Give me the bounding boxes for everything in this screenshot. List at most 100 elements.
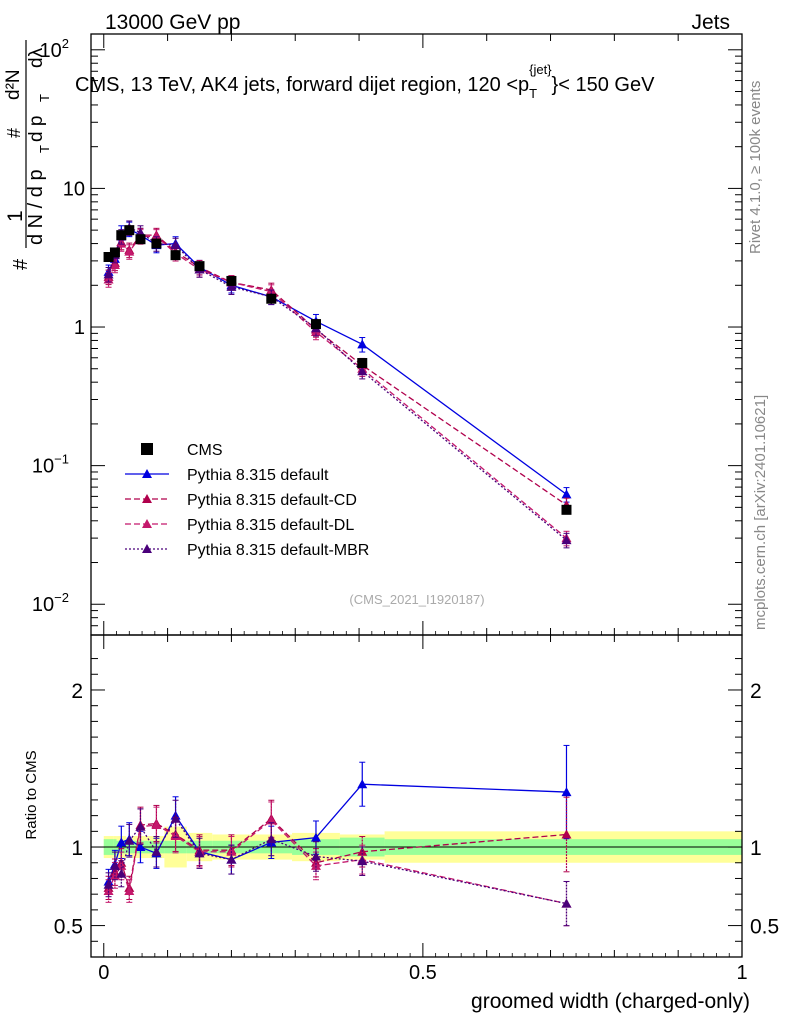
legend-label: Pythia 8.315 default <box>187 467 329 484</box>
ratio-y-tick-label: 1 <box>71 837 83 860</box>
ratio-plot-frame <box>90 634 743 958</box>
cms-data-point <box>226 275 237 286</box>
series-marker <box>103 879 114 889</box>
legend-entry-4: Pythia 8.315 default-MBR <box>125 542 369 559</box>
series-marker <box>103 886 114 896</box>
axes-layer: 0 0.5 1 102 10 1 10−1 10−2 0.5 0.5 1 1 2 2 <box>32 33 779 984</box>
series-main-layer <box>103 220 572 549</box>
series-marker <box>357 339 368 349</box>
cms-data-point <box>151 238 162 249</box>
series-line <box>107 234 567 506</box>
cms-data-point <box>124 225 135 236</box>
chart-title-sup: {jet} <box>529 62 552 77</box>
cms-data-point <box>561 504 572 515</box>
series-marker <box>103 274 114 284</box>
cms-data-point <box>266 293 277 304</box>
chart-title: CMS, 13 TeV, AK4 jets, forward dijet reg… <box>75 62 655 101</box>
mcplots-label: mcplots.cern.ch [arXiv:2401.10621] <box>752 395 769 630</box>
y-tick-label: 102 <box>40 36 69 62</box>
series-marker <box>135 842 146 852</box>
cms-data-points <box>103 225 572 515</box>
series-marker <box>142 519 152 528</box>
chart-title-sub: T <box>529 86 537 101</box>
chart-title-tail: }< 150 GeV <box>552 74 656 96</box>
y-tick-label: 10−1 <box>32 452 69 478</box>
header-right: Jets <box>691 11 730 34</box>
legend-entry-1: Pythia 8.315 default <box>125 467 329 484</box>
ylabel-d2n: d²N <box>3 69 24 100</box>
legend-label: Pythia 8.315 default-MBR <box>187 542 369 559</box>
series-marker <box>109 260 120 270</box>
series-marker <box>151 846 162 856</box>
cms-data-point <box>357 358 368 369</box>
legend-entry-2: Pythia 8.315 default-CD <box>125 492 357 509</box>
legend-cms-marker <box>141 443 153 455</box>
ratio-y-tick-label-right: 1 <box>750 837 762 860</box>
series-marker <box>142 469 152 478</box>
series-marker <box>124 246 135 256</box>
ylabel-hash-2: # <box>4 128 24 138</box>
ratio-y-tick-label: 0.5 <box>54 916 83 939</box>
series-marker <box>103 269 114 279</box>
series-marker <box>561 535 572 545</box>
ylabel-dl: dλ <box>26 47 47 68</box>
ratio-y-tick-label-right: 0.5 <box>750 916 779 939</box>
legend-entry-0: CMS <box>141 442 223 459</box>
series-marker <box>170 240 181 250</box>
ylabel-t-1: T <box>37 145 52 153</box>
series-marker <box>266 815 277 825</box>
series-marker <box>124 835 135 845</box>
series-marker <box>310 860 321 870</box>
ratio-y-label: Ratio to CMS <box>23 750 40 839</box>
series-line <box>107 228 567 495</box>
ylabel-one: 1 <box>4 210 27 222</box>
legend-label: Pythia 8.315 default-CD <box>187 492 357 509</box>
series-marker <box>151 820 162 830</box>
series-marker <box>266 834 277 844</box>
series-1-main <box>103 227 572 514</box>
series-marker <box>561 898 572 908</box>
series-marker <box>170 813 181 823</box>
y-axis-label: # 1 d N / d p T # d²N d p T dλ <box>3 40 52 270</box>
legend: CMS Pythia 8.315 default Pythia 8.315 defa… <box>125 442 369 559</box>
series-marker <box>561 787 572 797</box>
series-ratio-layer <box>103 744 572 927</box>
series-marker <box>116 837 127 847</box>
x-tick-label: 0.5 <box>409 962 437 984</box>
series-marker <box>357 856 368 866</box>
series-marker <box>226 281 237 291</box>
legend-label: CMS <box>187 442 223 459</box>
cms-data-point <box>194 261 205 272</box>
series-marker <box>357 779 368 789</box>
series-marker <box>135 821 146 831</box>
series-marker <box>310 851 321 861</box>
ylabel-t-2: T <box>37 94 52 102</box>
ylabel-dpt: d p <box>26 116 47 142</box>
series-marker <box>142 494 152 503</box>
series-marker <box>561 829 572 839</box>
ratio-y-tick-label-right: 2 <box>750 680 762 703</box>
header-left: 13000 GeV pp <box>105 11 240 34</box>
x-tick-label: 1 <box>736 962 747 984</box>
ylabel-dn: d N / d p <box>25 169 47 245</box>
series-marker <box>151 231 162 241</box>
series-marker <box>357 366 368 376</box>
series-marker <box>109 860 120 870</box>
series-marker <box>310 832 321 842</box>
x-tick-label: 0 <box>98 962 109 984</box>
series-marker <box>194 848 205 858</box>
legend-label: Pythia 8.315 default-DL <box>187 517 354 534</box>
series-marker <box>124 886 135 896</box>
legend-entry-3: Pythia 8.315 default-DL <box>125 517 354 534</box>
cms-data-point <box>103 252 114 263</box>
rivet-version-label: Rivet 4.1.0, ≥ 100k events <box>747 81 764 254</box>
cms-data-point <box>310 319 321 330</box>
series-marker <box>226 854 237 864</box>
series-marker <box>142 544 152 553</box>
chart-title-main: CMS, 13 TeV, AK4 jets, forward dijet reg… <box>75 74 529 96</box>
x-axis-label: groomed width (charged-only) <box>471 990 750 1013</box>
y-tick-label: 1 <box>74 317 85 339</box>
analysis-watermark: (CMS_2021_I1920187) <box>349 592 484 607</box>
cms-data-point <box>135 234 146 245</box>
